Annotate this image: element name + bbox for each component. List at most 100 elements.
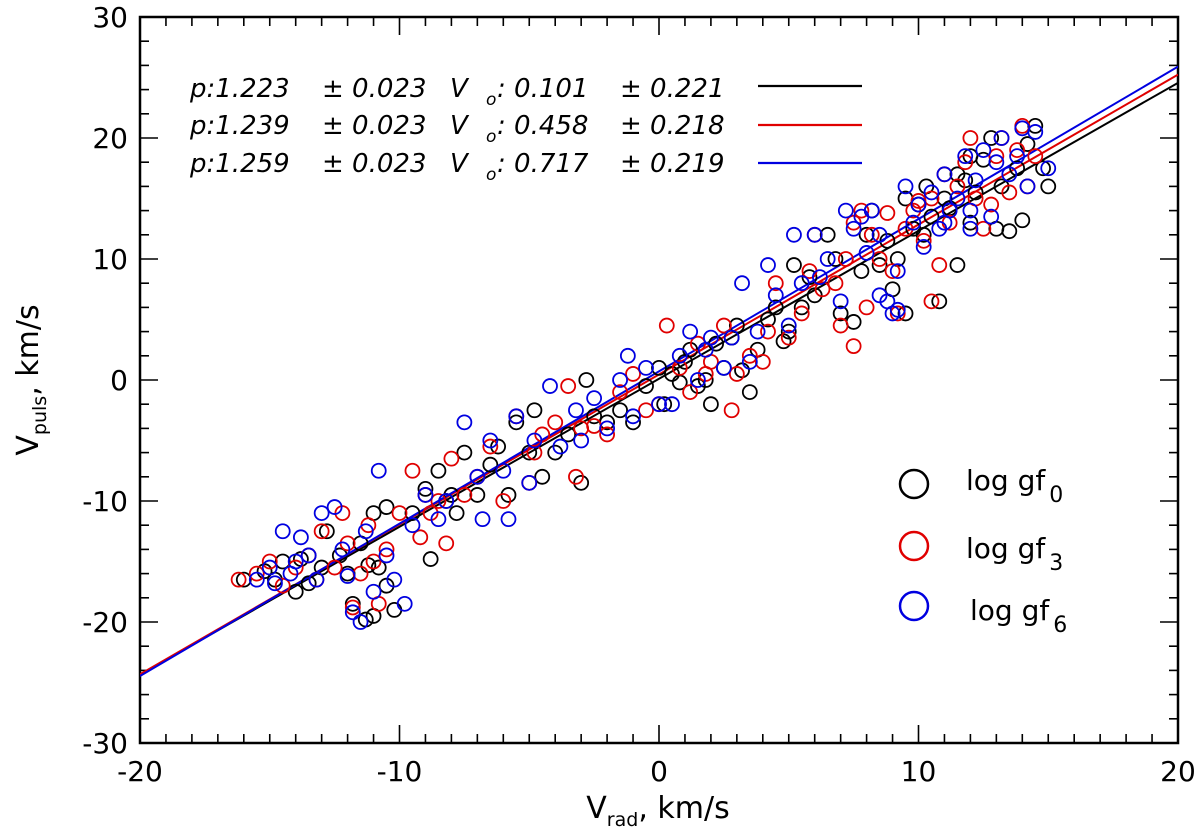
data-point-series-2: [749, 323, 766, 340]
svg-text:p:1.239 ± 0.023: p:1.239 ± 0.023 V o : 0.458 ± 0.218: [189, 111, 724, 149]
data-point-series-2: [352, 614, 369, 630]
data-point-series-2: [638, 359, 654, 376]
fit-annotation-0-v: V: [450, 74, 470, 104]
data-point-series-1: [760, 323, 776, 340]
x-tick-label: 20: [1160, 755, 1196, 788]
data-point-series-1: [962, 130, 979, 146]
data-point-series-2: [430, 511, 447, 528]
data-point-series-2: [915, 238, 932, 255]
data-points: [230, 118, 1057, 630]
data-point-series-2: [897, 178, 914, 195]
fit-annotation-2: p:1.259 ± 0.023 V o : 0.717 ± 0.219: [189, 149, 862, 185]
data-point-series-0: [287, 583, 304, 600]
data-point-series-0: [853, 263, 870, 280]
data-point-series-0: [469, 487, 486, 503]
fit-annotation-2-vsub: o: [486, 165, 496, 185]
data-point-series-1: [949, 178, 966, 195]
data-point-series-1: [526, 444, 543, 461]
data-point-series-0: [318, 523, 335, 540]
legend-label-1: log gf: [966, 532, 1046, 565]
y-axis-title: Vpuls, km/s: [11, 304, 51, 455]
data-point-series-0: [832, 305, 849, 322]
fit-annotation-0-vval: : 0.101: [497, 74, 588, 104]
data-point-series-0: [300, 575, 317, 592]
data-point-series-1: [430, 493, 447, 509]
data-point-series-2: [308, 571, 325, 588]
fit-annotation-2-v: V: [450, 149, 470, 179]
data-point-series-2: [793, 275, 810, 292]
data-point-series-1: [378, 541, 395, 558]
data-point-series-1: [858, 299, 875, 316]
axis-ticks: [139, 16, 1179, 744]
data-point-series-1: [625, 366, 641, 382]
data-point-series-0: [983, 130, 1000, 146]
x-axis-title-sub: rad: [607, 809, 639, 831]
data-point-series-0: [845, 314, 862, 330]
data-point-series-1: [443, 450, 460, 467]
data-point-series-2: [690, 372, 706, 388]
fit-annotation-1-v: V: [450, 111, 470, 141]
data-point-series-2: [1027, 124, 1044, 140]
data-point-series-0: [703, 396, 719, 413]
fit-annotation-1-vval: : 0.458: [497, 111, 588, 141]
data-point-series-2: [806, 226, 823, 243]
data-point-series-1: [814, 281, 831, 298]
data-point-series-0: [871, 257, 888, 273]
data-point-series-1: [741, 347, 758, 364]
legend: log gf 0 log gf 3 log gf 6: [898, 464, 1067, 638]
data-point-series-1: [975, 220, 992, 237]
data-point-series-2: [456, 414, 473, 431]
data-point-series-0: [697, 372, 714, 388]
data-point-series-2: [612, 372, 628, 388]
y-tick-label: 10: [92, 243, 128, 276]
data-point-series-2: [1009, 148, 1026, 165]
data-point-series-1: [832, 317, 849, 334]
data-point-series-0: [949, 257, 966, 273]
data-point-series-2: [734, 275, 750, 292]
legend-label-2: log gf: [970, 594, 1050, 627]
data-point-series-0: [573, 474, 590, 491]
x-axis-title: Vrad, km/s: [586, 791, 729, 831]
data-point-series-2: [365, 583, 382, 600]
data-point-series-2: [334, 541, 351, 558]
data-point-series-0: [638, 378, 654, 394]
data-point-series-2: [819, 251, 836, 267]
data-point-series-1: [728, 366, 745, 382]
x-tick-label: 0: [650, 755, 668, 788]
data-point-series-0: [786, 257, 802, 273]
y-tick-label: 20: [92, 122, 128, 155]
data-point-series-1: [352, 565, 369, 582]
data-point-series-1: [438, 535, 455, 552]
legend-item-0: log gf 0: [898, 464, 1063, 508]
data-point-series-1: [560, 378, 577, 394]
data-point-series-0: [417, 480, 434, 497]
data-point-series-1: [365, 553, 382, 570]
data-point-series-1: [754, 353, 771, 370]
data-point-series-2: [858, 245, 875, 261]
data-point-series-1: [780, 329, 797, 346]
data-point-series-2: [923, 184, 940, 201]
data-point-series-1: [547, 414, 564, 431]
data-point-series-2: [619, 347, 636, 364]
data-point-series-1: [879, 205, 896, 221]
data-point-series-0: [534, 468, 551, 485]
data-point-series-0: [819, 226, 836, 243]
data-point-series-1: [274, 577, 291, 594]
data-point-series-2: [962, 202, 979, 219]
data-point-series-2: [542, 378, 558, 394]
data-point-series-2: [386, 571, 403, 588]
data-point-series-0: [612, 402, 628, 419]
data-point-series-2: [508, 408, 525, 425]
data-point-series-1: [1027, 148, 1044, 165]
data-point-series-2: [438, 493, 455, 509]
data-point-series-0: [651, 359, 667, 376]
data-point-series-2: [889, 263, 906, 280]
data-point-series-1: [1009, 142, 1026, 159]
data-point-series-0: [456, 444, 473, 461]
data-point-series-0: [1014, 212, 1031, 229]
fit-annotation-0: p:1.223 ± 0.023 V o : 0.101 ± 0.221: [189, 74, 862, 110]
data-point-series-1: [1001, 184, 1018, 201]
data-point-series-1: [793, 305, 810, 322]
data-point-series-0: [897, 305, 914, 322]
